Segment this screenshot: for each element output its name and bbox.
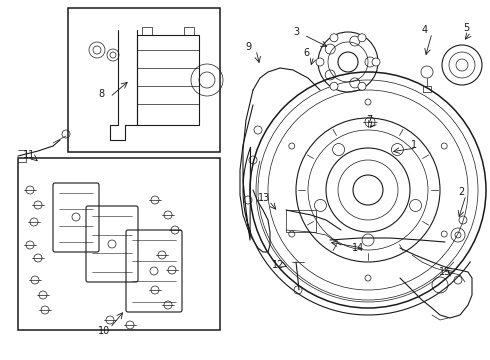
Circle shape: [330, 82, 338, 90]
Circle shape: [315, 199, 326, 211]
Text: 11: 11: [23, 150, 35, 160]
Text: 12: 12: [272, 260, 284, 270]
Text: 6: 6: [303, 48, 309, 58]
Text: 10: 10: [98, 326, 110, 336]
Text: 5: 5: [463, 23, 469, 33]
Bar: [286, 210, 316, 232]
Circle shape: [372, 58, 380, 66]
Bar: [68, 8, 220, 152]
Text: 4: 4: [422, 25, 428, 35]
Circle shape: [330, 34, 338, 42]
Text: 8: 8: [98, 89, 104, 99]
Circle shape: [392, 144, 403, 156]
Circle shape: [410, 199, 421, 211]
Text: 7: 7: [366, 115, 372, 125]
Text: 15: 15: [439, 267, 451, 277]
Text: 13: 13: [258, 193, 270, 203]
Circle shape: [358, 34, 366, 42]
Text: 1: 1: [411, 140, 417, 150]
Circle shape: [362, 234, 374, 246]
Bar: [137, 35, 199, 125]
Text: 3: 3: [293, 27, 299, 37]
Bar: [18, 158, 220, 330]
Text: 14: 14: [352, 243, 364, 253]
Circle shape: [316, 58, 324, 66]
Text: 2: 2: [458, 187, 464, 197]
Text: 9: 9: [245, 42, 251, 52]
Circle shape: [333, 144, 344, 156]
Circle shape: [358, 82, 366, 90]
